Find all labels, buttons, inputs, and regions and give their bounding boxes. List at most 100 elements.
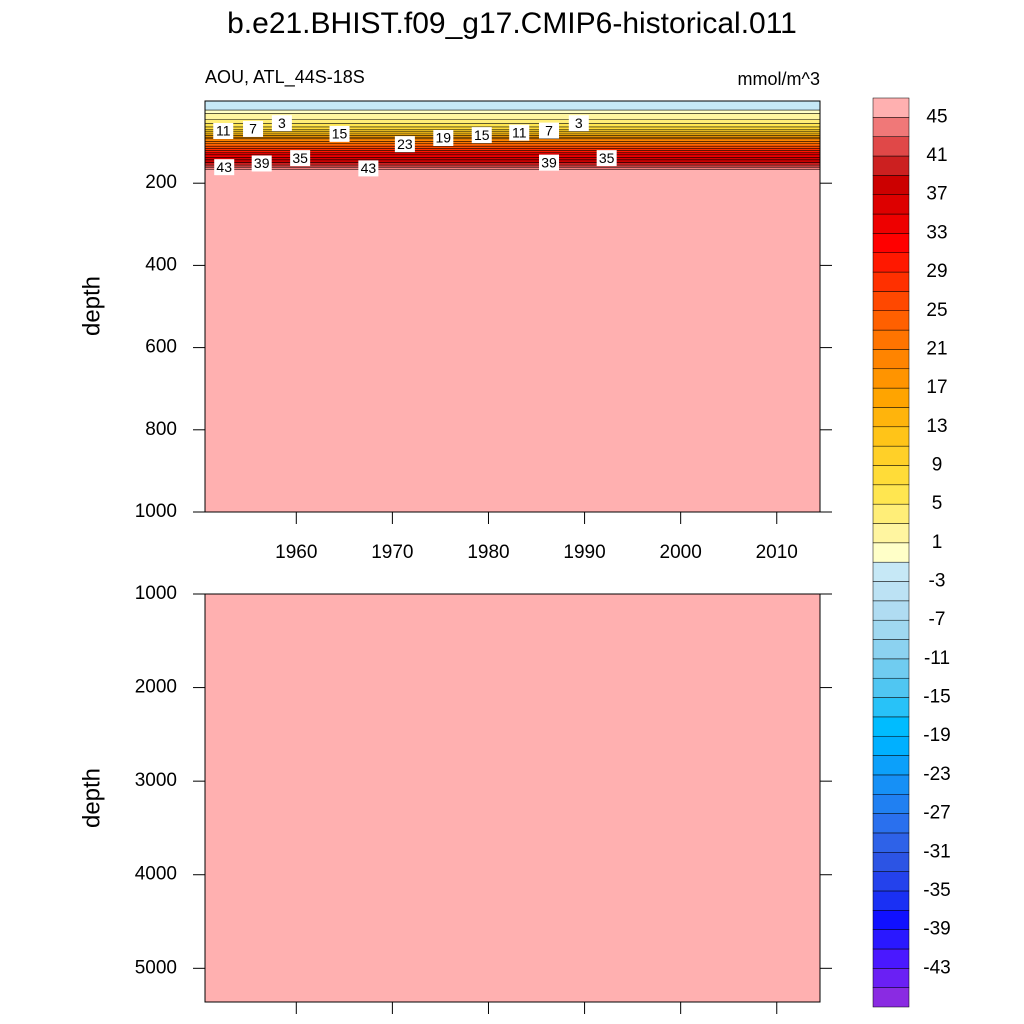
colorbar-box bbox=[872, 794, 910, 814]
colorbar-box bbox=[872, 155, 910, 176]
x-tick-label: 1990 bbox=[563, 542, 605, 563]
colorbar-box bbox=[872, 233, 910, 253]
contour-fill bbox=[205, 594, 820, 1002]
contour-band bbox=[205, 141, 820, 144]
contour-band bbox=[205, 157, 820, 160]
colorbar-box bbox=[872, 774, 910, 795]
contour-label-box bbox=[539, 154, 560, 171]
colorbar-label: 1 bbox=[932, 532, 943, 553]
colorbar-label: 17 bbox=[926, 377, 947, 398]
y-tick-label: 600 bbox=[145, 337, 177, 358]
colorbar-box bbox=[872, 542, 910, 563]
x-tick-label: 2010 bbox=[756, 542, 798, 563]
y-tick-label: 4000 bbox=[135, 864, 177, 885]
contour-label-box bbox=[329, 125, 350, 142]
contour-label-box bbox=[509, 124, 530, 141]
y-tick-label: 2000 bbox=[135, 677, 177, 698]
colorbar-box bbox=[872, 271, 910, 292]
x-tick-label: 2000 bbox=[660, 542, 702, 563]
contour-label-box bbox=[433, 129, 454, 146]
colorbar-box bbox=[872, 445, 910, 466]
colorbar-box bbox=[872, 175, 910, 195]
contour-label: 3 bbox=[575, 115, 583, 131]
colorbar-label: 5 bbox=[932, 493, 943, 514]
colorbar-box bbox=[872, 832, 910, 853]
contour-band bbox=[205, 143, 820, 147]
x-tick-label: 1980 bbox=[467, 542, 509, 563]
contour-band bbox=[205, 101, 820, 111]
colorbar-label: -43 bbox=[923, 957, 950, 978]
contour-band bbox=[205, 150, 820, 153]
colorbar-label: -11 bbox=[924, 648, 950, 669]
colorbar-label: 45 bbox=[926, 106, 947, 127]
colorbar-label: -27 bbox=[923, 803, 950, 824]
contour-label: 11 bbox=[512, 124, 527, 140]
colorbar-box bbox=[872, 136, 910, 157]
contour-label-box bbox=[251, 155, 272, 172]
contour-label-box bbox=[568, 115, 589, 132]
colorbar-box bbox=[872, 329, 910, 350]
contour-label-box bbox=[358, 160, 379, 177]
contour-band bbox=[205, 154, 820, 158]
colorbar-box bbox=[872, 117, 910, 137]
colorbar-box bbox=[872, 213, 910, 234]
y-tick-label: 800 bbox=[145, 419, 177, 440]
contour-band bbox=[205, 110, 820, 114]
contour-label: 39 bbox=[541, 154, 557, 170]
contour-band bbox=[205, 169, 820, 512]
colorbar-box bbox=[872, 755, 910, 776]
colorbar-box bbox=[872, 639, 910, 660]
colorbar-box bbox=[872, 716, 910, 737]
colorbar-label: -35 bbox=[923, 880, 950, 901]
y-axis-label: depth bbox=[78, 768, 105, 828]
y-tick-label: 1000 bbox=[135, 583, 177, 604]
colorbar-box bbox=[872, 735, 910, 756]
colorbar-box bbox=[872, 561, 910, 582]
colorbar-box bbox=[872, 291, 910, 311]
contour-label: 43 bbox=[361, 160, 377, 176]
contour-band bbox=[205, 165, 820, 168]
y-tick-label: 1000 bbox=[135, 501, 177, 522]
colorbar-box bbox=[872, 484, 910, 505]
contour-label: 19 bbox=[436, 130, 452, 146]
colorbar-box bbox=[872, 813, 910, 834]
colorbar-box bbox=[872, 948, 910, 969]
contour-band bbox=[205, 159, 820, 163]
contour-label: 15 bbox=[332, 126, 348, 142]
colorbar-box bbox=[872, 697, 910, 718]
colorbar-box bbox=[872, 619, 910, 640]
colorbar-box bbox=[872, 581, 910, 602]
colorbar-label: 13 bbox=[926, 416, 947, 437]
colorbar-box bbox=[872, 97, 910, 118]
colorbar-box bbox=[872, 929, 910, 950]
colorbar-box bbox=[872, 523, 910, 544]
contour-label-box bbox=[539, 122, 560, 139]
contour-band bbox=[205, 146, 820, 149]
colorbar-box bbox=[872, 349, 910, 370]
colorbar-label: 33 bbox=[926, 222, 947, 243]
colorbar-box bbox=[872, 426, 910, 447]
colorbar-box bbox=[872, 852, 910, 872]
contour-band bbox=[205, 167, 820, 170]
y-tick-label: 200 bbox=[145, 172, 177, 193]
contour-label-box bbox=[596, 150, 617, 167]
colorbar-box bbox=[872, 968, 910, 988]
figure-title: b.e21.BHIST.f09_g17.CMIP6-historical.011 bbox=[227, 7, 797, 40]
contour-label-box bbox=[271, 115, 292, 132]
colorbar-label: -15 bbox=[923, 687, 950, 708]
contour-band bbox=[205, 152, 820, 155]
contour-label-box bbox=[243, 120, 264, 137]
colorbar-box bbox=[872, 600, 910, 621]
colorbar-label: -31 bbox=[923, 841, 950, 862]
contour-label: 35 bbox=[292, 150, 308, 166]
colorbar-box bbox=[872, 194, 910, 215]
colorbar-label: 29 bbox=[926, 261, 947, 282]
colorbar-box bbox=[872, 658, 910, 679]
colorbar-box bbox=[872, 987, 910, 1008]
contour-label: 39 bbox=[254, 155, 270, 171]
contour-label: 7 bbox=[249, 121, 257, 137]
colorbar-box bbox=[872, 368, 910, 389]
colorbar-box bbox=[872, 310, 910, 331]
y-tick-label: 400 bbox=[145, 254, 177, 275]
